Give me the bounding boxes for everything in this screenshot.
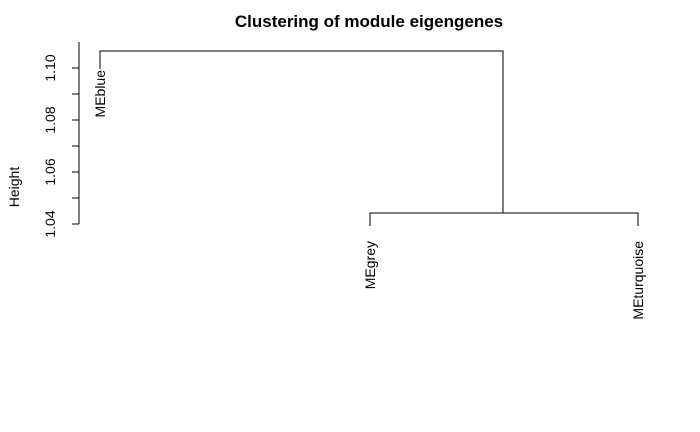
leaf-label-meblue: MEblue (92, 70, 108, 118)
leaf-label-meturquoise: MEturquoise (630, 241, 646, 320)
y-tick-label: 1.10 (42, 54, 58, 81)
y-axis-label: Height (6, 167, 22, 208)
y-tick-label: 1.06 (42, 158, 58, 185)
leaf-label-megrey: MEgrey (362, 241, 378, 289)
branch-root (99, 50, 504, 213)
dendrogram-branches (99, 50, 639, 226)
y-tick-label: 1.04 (42, 210, 58, 237)
chart-title: Clustering of module eigengenes (235, 12, 503, 31)
branch-grey-turquoise (369, 212, 639, 226)
y-tick-label: 1.08 (42, 106, 58, 133)
y-axis-ticks: 1.04 1.06 1.08 1.10 (42, 54, 79, 238)
